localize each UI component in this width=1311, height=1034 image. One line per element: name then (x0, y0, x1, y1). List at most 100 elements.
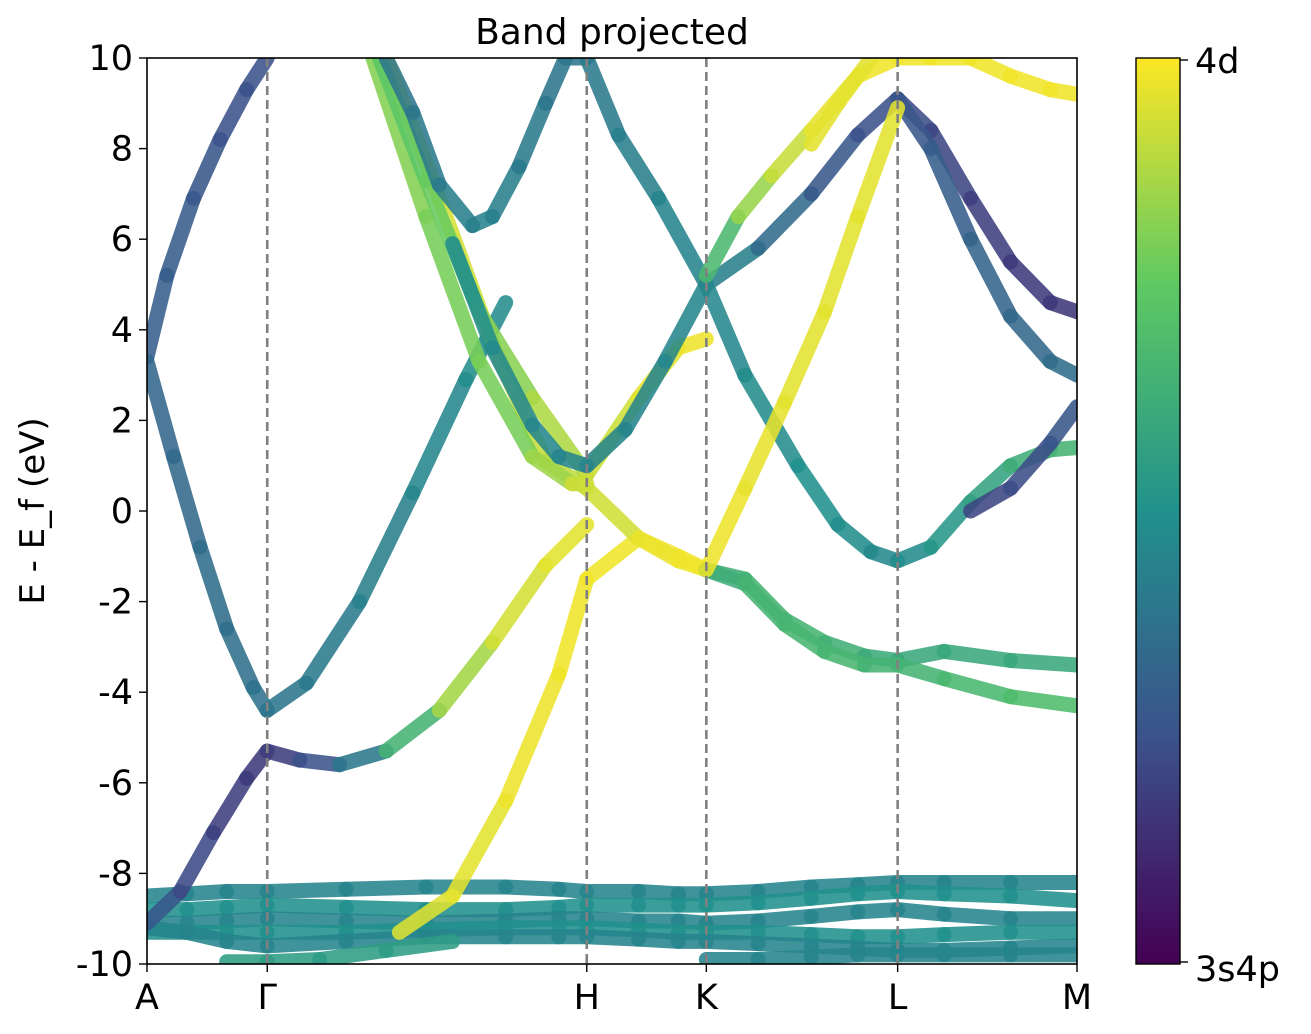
band-15 (378, 58, 480, 234)
band-10-segment (445, 793, 514, 904)
band-13-segment (670, 331, 714, 356)
band-10-segment (498, 666, 567, 809)
band-5 (219, 933, 461, 964)
band-1-segment (498, 899, 567, 918)
band-24-segment (698, 480, 753, 578)
band-22-segment (936, 643, 1019, 668)
band-1-segment (259, 897, 354, 915)
band-22-segment (1003, 653, 1077, 673)
band-9-segment (205, 770, 255, 841)
band-23-segment (936, 671, 1019, 705)
x-tick-label-K: K (695, 978, 719, 1018)
band-0-segment (338, 879, 434, 897)
band-14 (465, 58, 714, 292)
band-19-segment (1003, 254, 1058, 311)
band-25 (803, 58, 879, 152)
band-18-segment (698, 209, 746, 283)
band-4-segment (750, 936, 819, 954)
band-14-segment (538, 58, 573, 111)
band-0-segment (750, 879, 819, 899)
band-4-segment (338, 929, 434, 949)
band-21-segment (1003, 435, 1058, 496)
band-1-segment (936, 886, 1019, 904)
band-21-segment (963, 480, 1019, 519)
band-14-segment (651, 190, 714, 292)
band-8-segment (219, 621, 261, 696)
y-axis-ticks: -10 -8 -6 -4 -2 0 2 4 6 8 10 (76, 39, 147, 985)
band-12-segment (418, 209, 487, 369)
band-24-segment (737, 394, 793, 496)
band-17-segment (790, 458, 846, 533)
band-8-segment (352, 485, 421, 610)
band-9-segment (378, 702, 447, 759)
band-8 (147, 295, 514, 718)
y-tick-label: -8 (98, 854, 133, 894)
x-tick-label-M: M (1062, 978, 1092, 1018)
band-23-segment (737, 576, 793, 632)
y-tick-label: -6 (98, 764, 133, 804)
band-0-segment (698, 884, 766, 902)
band-3-segment (890, 927, 952, 945)
band-15-segment (405, 104, 447, 193)
band-7-segment (186, 132, 228, 206)
band-19-segment (1042, 295, 1077, 320)
band-17-segment (1042, 440, 1077, 458)
band-6 (698, 947, 1077, 964)
band-11-segment (579, 480, 647, 546)
band-4-segment (259, 933, 354, 954)
x-tick-label-L: L (888, 978, 908, 1018)
band-2-segment (936, 906, 1019, 927)
band-24-segment (817, 209, 866, 320)
band-20-segment (1042, 354, 1077, 383)
band-11 (378, 58, 714, 578)
band-3 (147, 920, 1077, 945)
band-16 (445, 91, 906, 474)
band-4-segment (698, 933, 766, 952)
band-0-segment (803, 877, 866, 895)
band-3-segment (750, 924, 819, 943)
band-2-segment (890, 902, 952, 922)
band-10-segment (579, 530, 647, 587)
band-18-segment (763, 123, 819, 184)
band-22 (698, 562, 1077, 673)
band-1-segment (890, 884, 952, 902)
band-19-segment (963, 190, 1019, 270)
y-tick-label: 4 (111, 311, 133, 351)
band-22-segment (890, 643, 952, 668)
band-7 (147, 58, 275, 365)
band-8-segment (147, 354, 182, 465)
colorbar (1135, 57, 1181, 965)
band-8-segment (192, 539, 235, 637)
band-7-segment (147, 267, 175, 365)
band-17-segment (698, 277, 753, 383)
band-1-segment (338, 899, 434, 918)
band-6-segment (750, 949, 819, 964)
band-16-segment (803, 127, 866, 202)
band-25-segment (830, 58, 879, 111)
band-10-segment (391, 888, 461, 940)
band-24-segment (850, 100, 906, 225)
band-10 (391, 530, 714, 940)
band-5-segment (259, 952, 328, 964)
band-6-segment (803, 947, 866, 964)
band-16-segment (579, 422, 633, 474)
band-13-segment (372, 58, 434, 188)
band-16-segment (657, 277, 714, 369)
band-0-segment (259, 881, 354, 899)
colorbar-top-label: 4d (1195, 42, 1240, 82)
band-2-segment (579, 911, 647, 929)
band-25-segment (803, 95, 846, 152)
y-tick-label: 2 (111, 401, 133, 441)
band-11-segment (631, 530, 686, 569)
x-tick-label-H: H (574, 978, 600, 1018)
band-16-segment (617, 354, 673, 437)
band-24 (698, 100, 906, 578)
band-9-segment (172, 825, 221, 899)
band-12-segment (524, 449, 580, 492)
band-3-segment (579, 920, 647, 938)
chart-title: Band projected (475, 12, 749, 53)
colorbar-bottom-label: 3s4p (1195, 950, 1280, 990)
band-5-segment (312, 942, 394, 964)
